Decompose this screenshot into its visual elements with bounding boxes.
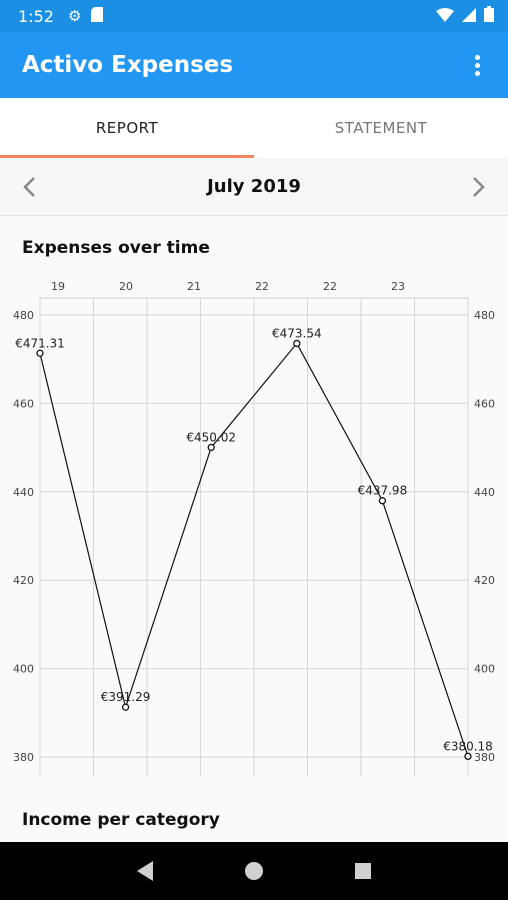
x-tick-label: 23 (391, 280, 405, 293)
data-point (121, 703, 130, 711)
data-point (36, 349, 44, 357)
chevron-right-icon[interactable] (468, 176, 490, 198)
tab-report[interactable]: REPORT (0, 98, 254, 158)
data-point (378, 497, 387, 505)
data-label: €473.54 (272, 326, 322, 340)
expenses-section-title: Expenses over time (22, 238, 210, 258)
data-point (293, 339, 301, 348)
x-tick-label: 22 (255, 280, 269, 293)
overflow-menu-icon[interactable] (469, 49, 486, 82)
data-point (207, 443, 215, 452)
data-point (464, 752, 472, 761)
sd-card-icon (91, 6, 104, 26)
data-label: €437.98 (358, 484, 408, 498)
y-tick-label-right: 440 (474, 486, 495, 499)
signal-icon (462, 7, 476, 26)
month-label: July 2019 (207, 176, 301, 197)
x-tick-label: 21 (187, 280, 201, 293)
y-tick-label-right: 480 (474, 309, 495, 322)
month-navigator: July 2019 (0, 158, 508, 216)
expenses-line-chart: 480 460 440 420 400 380 480 460 440 420 400 380 19 20… (13, 280, 495, 776)
tab-statement[interactable]: STATEMENT (334, 119, 428, 137)
battery-icon (484, 6, 494, 26)
report-content[interactable]: Expenses over time 480 460 440 420 400 380 480… (0, 216, 508, 842)
x-tick-label: 22 (323, 280, 337, 293)
home-icon[interactable] (234, 851, 274, 891)
status-time: 1:52 (18, 6, 54, 26)
back-icon[interactable] (125, 851, 165, 891)
y-tick-label-left: 420 (13, 574, 34, 587)
chevron-left-icon[interactable] (18, 176, 40, 198)
app-bar: Activo Expenses (0, 32, 508, 98)
app-title: Activo Expenses (22, 52, 234, 78)
tab-bar: REPORT STATEMENT (0, 98, 508, 158)
data-label: €380.18 (443, 739, 493, 753)
y-tick-label-right: 460 (474, 397, 495, 410)
recents-icon[interactable] (343, 851, 383, 891)
status-bar: 1:52 ⚙ (0, 0, 508, 32)
x-tick-label: 20 (119, 280, 133, 293)
y-tick-label-left: 480 (13, 309, 34, 322)
y-tick-label-left: 400 (13, 663, 34, 676)
income-section-title: Income per category (22, 810, 220, 830)
y-tick-label-right: 420 (474, 574, 495, 587)
data-label: €471.31 (15, 336, 65, 350)
data-label: €391.29 (101, 690, 151, 704)
data-label: €450.02 (186, 430, 236, 444)
y-tick-label-left: 380 (13, 751, 34, 764)
y-tick-label-right: 380 (474, 751, 495, 764)
expenses-series-line (39, 342, 469, 757)
system-nav-bar (0, 842, 508, 900)
y-tick-label-left: 440 (13, 486, 34, 499)
wifi-icon (436, 7, 454, 26)
y-tick-label-left: 460 (13, 397, 34, 410)
y-tick-label-right: 400 (474, 663, 495, 676)
x-tick-label: 19 (51, 280, 65, 293)
gear-icon: ⚙ (67, 7, 82, 25)
